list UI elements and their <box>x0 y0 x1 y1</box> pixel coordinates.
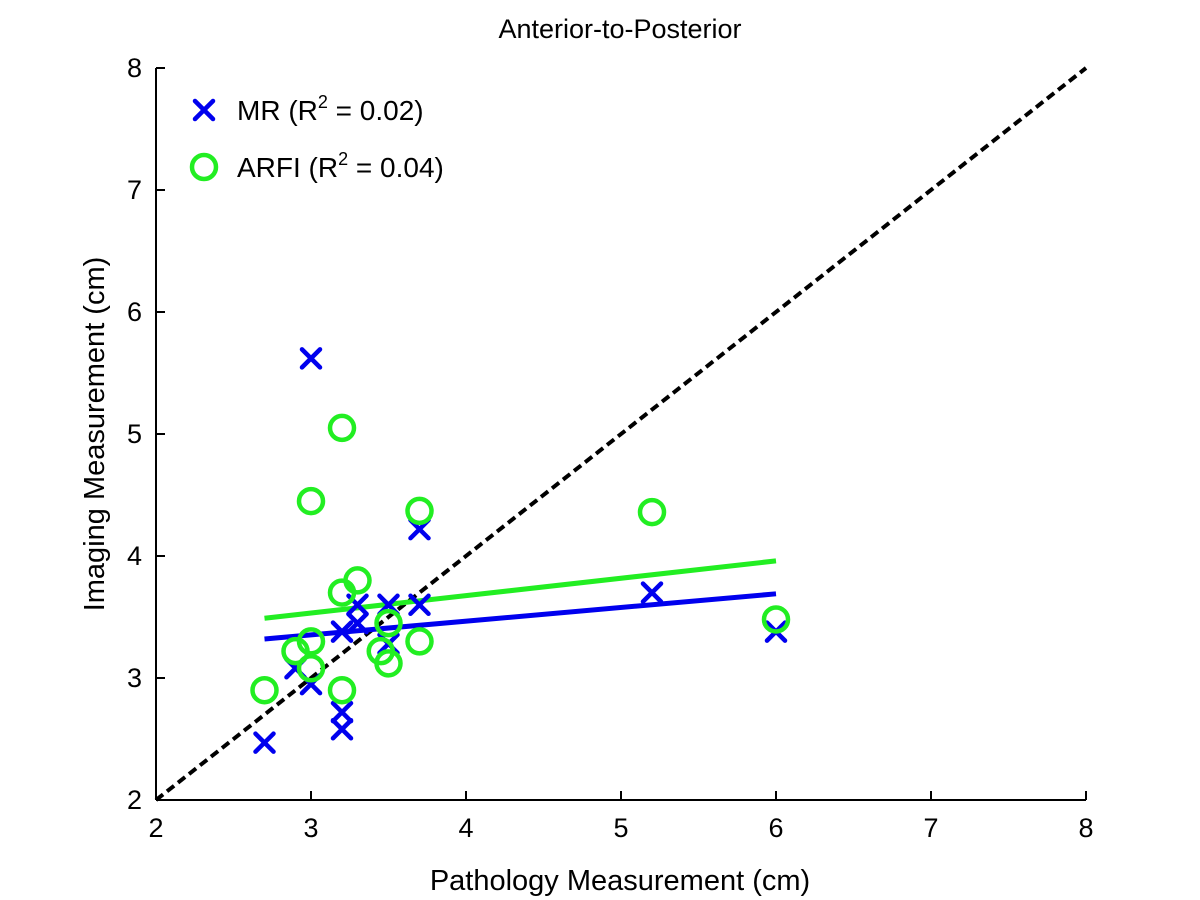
x-marker-stroke <box>330 620 354 643</box>
mr-point <box>330 700 354 724</box>
y-tick-label: 3 <box>127 663 142 693</box>
x-marker-stroke <box>299 347 323 370</box>
x-tick-label: 3 <box>303 813 318 843</box>
mr-point <box>299 347 323 370</box>
x-marker-stroke <box>346 593 369 617</box>
y-tick-label: 8 <box>127 53 142 83</box>
arfi-point <box>296 627 326 656</box>
x-tick-label: 2 <box>148 813 163 843</box>
y-tick-label: 4 <box>127 541 142 571</box>
arfi-point <box>343 566 372 595</box>
arfi-point <box>761 605 791 634</box>
arfi-point <box>327 675 357 705</box>
mr-point <box>640 581 664 604</box>
arfi-point <box>374 649 403 678</box>
arfi-point <box>296 486 326 516</box>
mr-point <box>330 620 354 643</box>
x-marker-stroke <box>192 98 216 122</box>
legend-marker-arfi <box>189 152 219 182</box>
legend: MR (R2 = 0.02) ARFI (R2 = 0.04) <box>189 92 444 183</box>
y-tick-label: 6 <box>127 297 142 327</box>
arfi-point <box>296 653 326 683</box>
legend-marker-mr <box>192 98 216 122</box>
mr-point <box>253 731 276 754</box>
arfi-point <box>405 496 434 526</box>
plot-area: 2 3 4 5 6 7 8 2 3 4 5 6 7 8 <box>127 53 1094 843</box>
y-axis-label: Imaging Measurement (cm) <box>79 257 111 612</box>
y-tick-label: 2 <box>127 785 142 815</box>
x-tick-label: 6 <box>768 813 783 843</box>
arfi-point <box>405 627 434 656</box>
x-marker-stroke <box>330 700 354 724</box>
arfi-point <box>374 608 403 638</box>
legend-entry-mr: MR (R2 = 0.02) <box>237 92 424 126</box>
mr-point <box>346 611 369 635</box>
x-tick-label: 7 <box>923 813 938 843</box>
x-marker-stroke <box>253 731 276 754</box>
arfi-point <box>250 675 279 705</box>
x-tick-label: 5 <box>613 813 628 843</box>
chart-title: Anterior-to-Posterior <box>498 14 741 44</box>
arfi-fit-line <box>264 558 777 621</box>
y-tick-label: 5 <box>127 419 142 449</box>
arfi-point <box>637 497 667 527</box>
x-marker-stroke <box>346 611 369 635</box>
mr-point <box>330 717 354 741</box>
x-marker-stroke <box>330 717 354 741</box>
mr-point <box>408 593 431 617</box>
y-tick-label: 7 <box>127 175 142 205</box>
x-tick-label: 8 <box>1078 813 1093 843</box>
x-axis-label: Pathology Measurement (cm) <box>430 865 810 897</box>
legend-entry-arfi: ARFI (R2 = 0.04) <box>237 149 444 183</box>
x-marker-stroke <box>408 593 431 617</box>
x-tick-label: 4 <box>458 813 473 843</box>
x-marker-stroke <box>640 581 664 604</box>
arfi-point <box>327 413 357 443</box>
